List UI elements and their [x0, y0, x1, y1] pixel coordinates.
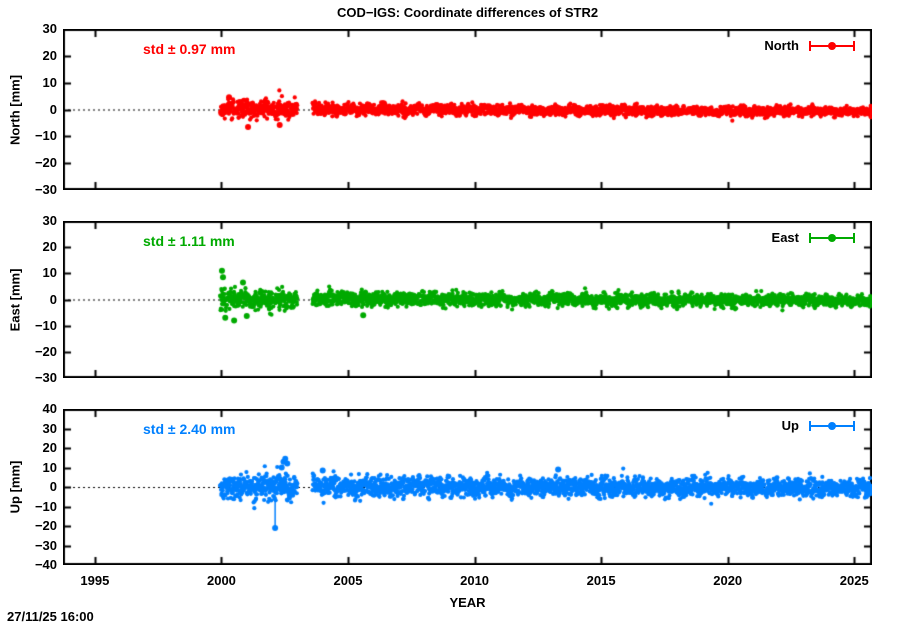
x-tick-label: 2015 [586, 573, 616, 588]
x-tick-label: 2010 [460, 573, 490, 588]
y-tick-label: −20 [34, 343, 57, 359]
chart-title: COD−IGS: Coordinate differences of STR2 [336, 5, 599, 20]
x-tick-label: 2000 [206, 573, 236, 588]
y-tick-label: 30 [42, 213, 57, 228]
y-tick-label: 30 [42, 21, 57, 36]
up-errorbar-marker-icon [809, 420, 855, 431]
east-errorbar-marker-icon [809, 232, 855, 243]
up-plot-canvas [63, 409, 872, 565]
y-tick-label: 0 [49, 101, 57, 117]
y-tick-label: −10 [34, 317, 57, 333]
east-legend-label: East [771, 230, 799, 245]
y-tick-label: 20 [42, 440, 57, 455]
east-legend: East [772, 230, 857, 245]
y-tick-label: 40 [42, 401, 57, 416]
x-tick-label: 2005 [333, 573, 363, 588]
y-tick-label: −10 [34, 498, 57, 514]
plot-timestamp: 27/11/25 16:00 [7, 609, 94, 624]
y-tick-label: −20 [34, 518, 57, 533]
north-errorbar-marker-icon [809, 40, 855, 51]
east-plot-canvas [63, 221, 872, 378]
y-tick-label: 20 [42, 47, 57, 63]
y-tick-label: 30 [42, 420, 57, 436]
north-legend: North [764, 38, 857, 53]
x-tick-label: 2025 [839, 573, 869, 588]
y-tick-label: −20 [34, 155, 57, 171]
y-tick-label: −30 [34, 537, 57, 553]
y-tick-label: 10 [42, 265, 57, 281]
y-tick-label: 10 [42, 459, 57, 475]
north-std-annotation: std ± 0.97 mm [143, 41, 236, 57]
up-legend-label: Up [781, 418, 799, 433]
y-tick-label: 20 [42, 239, 57, 255]
y-tick-label: −10 [34, 128, 57, 144]
y-tick-label: −30 [34, 370, 57, 385]
y-tick-label: 10 [42, 74, 57, 90]
east-std-annotation: std ± 1.11 mm [143, 233, 235, 249]
y-tick-label: −40 [34, 557, 57, 572]
up-legend: Up [782, 418, 857, 433]
north-legend-label: North [764, 38, 799, 53]
x-tick-label: 1995 [80, 573, 110, 588]
y-tick-label: 0 [49, 291, 57, 307]
y-tick-label: −30 [34, 182, 57, 197]
up-std-annotation: std ± 2.40 mm [143, 421, 236, 437]
y-tick-label: 0 [49, 479, 57, 494]
x-axis-label: YEAR [449, 595, 486, 610]
north-plot-canvas [63, 29, 872, 190]
x-tick-label: 2020 [713, 573, 743, 588]
